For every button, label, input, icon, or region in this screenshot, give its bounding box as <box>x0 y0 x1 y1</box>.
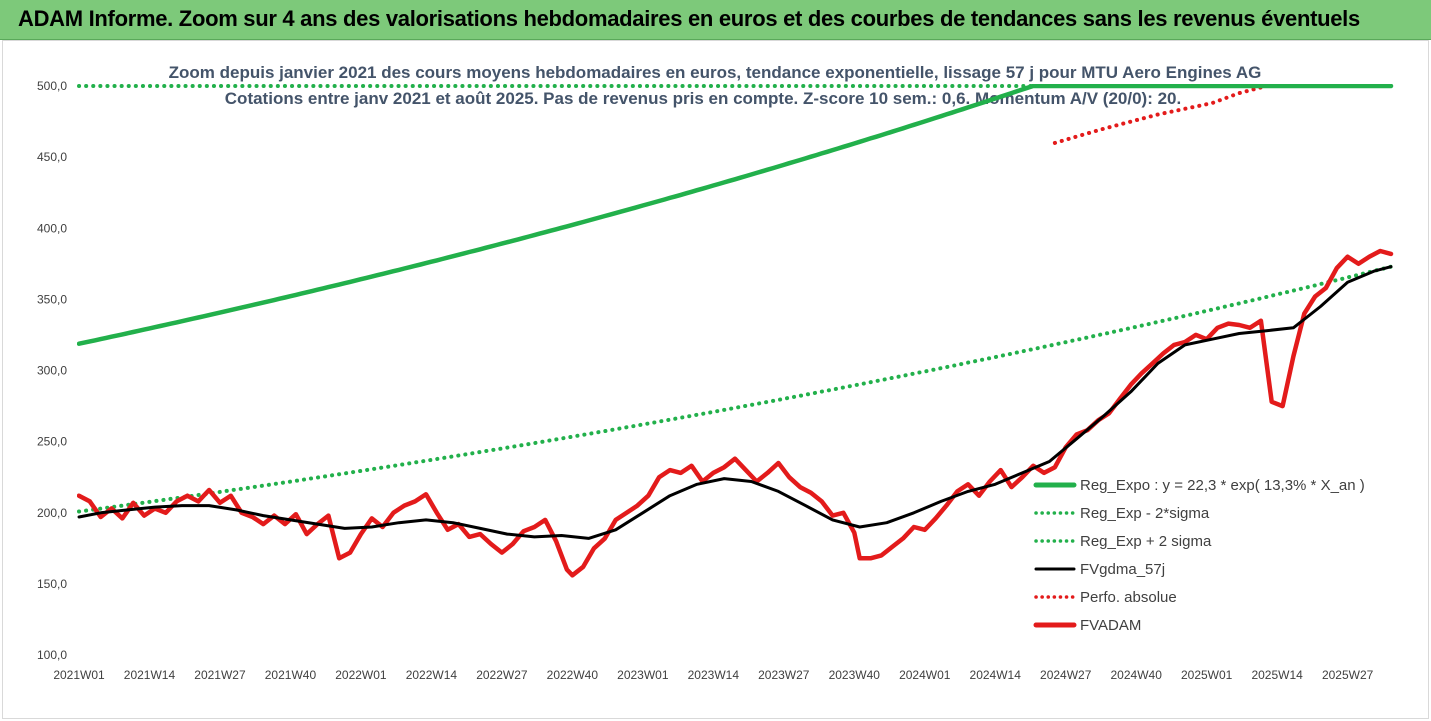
legend-label-lower: Reg_Exp - 2*sigma <box>1080 505 1210 522</box>
report-banner: ADAM Informe. Zoom sur 4 ans des valoris… <box>0 0 1431 40</box>
x-tick-label: 2024W40 <box>1111 668 1163 682</box>
legend-label-ma: FVgdma_57j <box>1080 561 1165 578</box>
series-line-lower <box>77 264 1393 514</box>
series-line-reg <box>77 84 1394 346</box>
y-tick-label: 150,0 <box>37 577 67 591</box>
x-tick-label: 2023W27 <box>758 668 810 682</box>
line-chart: Zoom depuis janvier 2021 des cours moyen… <box>37 63 1394 682</box>
x-tick-label: 2025W27 <box>1322 668 1374 682</box>
legend-label-perf: Perfo. absolue <box>1080 589 1177 606</box>
legend-label-upper: Reg_Exp + 2 sigma <box>1080 533 1212 550</box>
x-tick-label: 2024W14 <box>970 668 1022 682</box>
y-tick-label: 400,0 <box>37 221 67 235</box>
series-layer <box>77 84 1394 578</box>
y-tick-label: 350,0 <box>37 292 67 306</box>
series-line-ma <box>77 265 1393 540</box>
y-tick-label: 500,0 <box>37 79 67 93</box>
x-tick-label: 2022W40 <box>547 668 599 682</box>
x-tick-label: 2021W01 <box>53 668 105 682</box>
x-tick-label: 2024W01 <box>899 668 951 682</box>
x-tick-label: 2021W40 <box>265 668 317 682</box>
report-title: ADAM Informe. Zoom sur 4 ans des valoris… <box>18 6 1360 31</box>
x-tick-label: 2025W14 <box>1251 668 1303 682</box>
y-tick-label: 300,0 <box>37 364 67 378</box>
y-axis: 100,0 150,0 200,0 250,0 300,0 350,0 400,0 450,0… <box>37 79 67 662</box>
x-tick-label: 2024W27 <box>1040 668 1092 682</box>
x-axis: 2021W01 2021W14 2021W27 2021W40 2022W01 2022W… <box>53 668 1373 682</box>
x-tick-label: 2023W14 <box>688 668 740 682</box>
x-tick-label: 2025W01 <box>1181 668 1233 682</box>
x-tick-label: 2023W40 <box>829 668 881 682</box>
x-tick-label: 2022W14 <box>406 668 458 682</box>
legend-label-fv: FVADAM <box>1080 617 1141 634</box>
chart-title: Zoom depuis janvier 2021 des cours moyen… <box>169 63 1262 82</box>
chart-subtitle: Cotations entre janv 2021 et août 2025. … <box>225 89 1181 108</box>
legend-label-reg: Reg_Expo : y = 22,3 * exp( 13,3% * X_an … <box>1080 477 1365 494</box>
x-tick-label: 2022W01 <box>335 668 387 682</box>
y-tick-label: 250,0 <box>37 435 67 449</box>
x-tick-label: 2021W14 <box>124 668 176 682</box>
x-tick-label: 2023W01 <box>617 668 669 682</box>
y-tick-label: 100,0 <box>37 648 67 662</box>
legend: Reg_Expo : y = 22,3 * exp( 13,3% * X_an … <box>1033 477 1365 634</box>
chart-frame: Zoom depuis janvier 2021 des cours moyen… <box>2 40 1429 719</box>
y-tick-label: 450,0 <box>37 150 67 164</box>
y-tick-label: 200,0 <box>37 506 67 520</box>
x-tick-label: 2021W27 <box>194 668 246 682</box>
x-tick-label: 2022W27 <box>476 668 528 682</box>
